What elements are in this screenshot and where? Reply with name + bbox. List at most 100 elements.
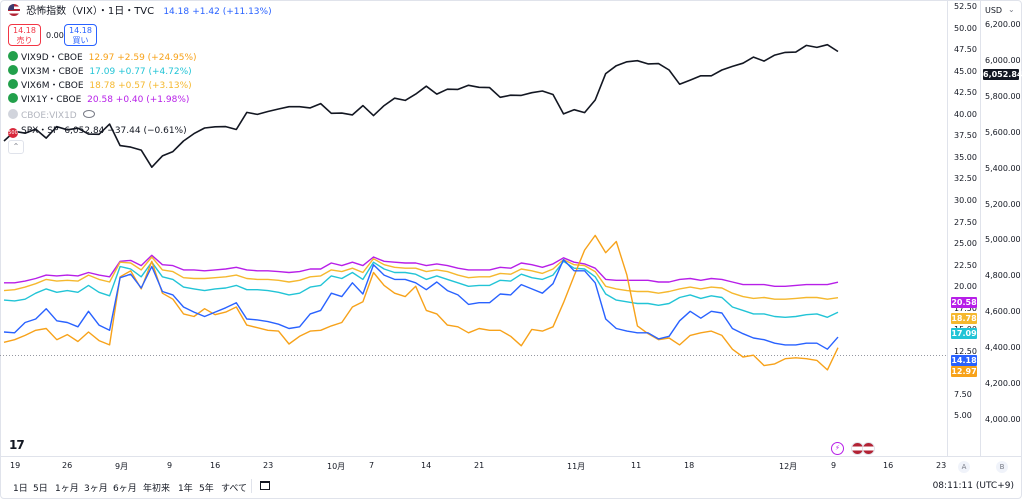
left-axis-tick: 50.00 [954,23,977,33]
series-line-vix1y-cboe[interactable] [4,254,839,287]
buy-price: 14.18 [69,26,92,35]
timeframe-1y-button[interactable]: 1年 [178,484,193,494]
legend-symbol: VIX1Y・CBOE [21,95,82,105]
timeframe-5y-button[interactable]: 5年 [199,484,214,494]
series-line-spx-sp[interactable] [3,43,839,168]
price-tag: 12.97 [951,366,977,377]
series-line-vix9d-cboe[interactable] [3,234,839,371]
left-axis-tick: 22.50 [954,260,977,270]
time-axis-tick: 14 [421,461,432,470]
calendar-icon[interactable] [260,481,270,490]
legend-spx[interactable]: 500 SPX・SP 6,052.84 −37.44 (−0.61%) [8,124,187,138]
bottom-toolbar: 1日 5日 1ヶ月 3ヶ月 6ヶ月 年初来 1年 5年 すべて 08:11:11… [0,477,1022,497]
play-icon [8,93,18,103]
legend-symbol: VIX9D・CBOE [21,53,83,63]
eye-icon[interactable] [82,110,95,118]
right-axis-tick: 5,600.00 [985,127,1021,137]
left-axis-tick: 30.00 [954,195,977,205]
time-axis-tick: 18 [684,461,695,470]
legend-change: +0.57 (+3.13%) [118,81,192,91]
header-change: +1.42 (+11.13%) [192,7,272,17]
hidden-series-icon [8,109,18,119]
right-axis-tick: 5,400.00 [985,163,1021,173]
legend-change: +0.40 (+1.98%) [115,95,190,105]
right-axis-tick: 5,200.00 [985,199,1021,209]
right-axis-tick: 4,000.00 [985,415,1021,425]
log-scale-button[interactable]: B [996,461,1008,473]
divider [251,479,252,493]
legend-symbol: SPX・SP [21,126,59,136]
legend-vix1d-hidden[interactable]: CBOE:VIX1D [8,109,95,123]
right-axis-tick: 4,600.00 [985,307,1021,317]
left-axis-tick: 40.00 [954,109,977,119]
timeframe-1m-button[interactable]: 1ヶ月 [55,484,79,494]
legend-vix3m[interactable]: VIX3M・CBOE 17.09 +0.77 (+4.72%) [8,65,192,79]
chevron-down-icon[interactable]: ⌄ [1008,5,1015,14]
legend-change: +0.77 (+4.72%) [118,67,192,77]
left-axis-tick: 12.50 [954,346,977,356]
legend-vix6m[interactable]: VIX6M・CBOE 18.78 +0.57 (+3.13%) [8,79,192,93]
page-title: 恐怖指数（VIX）・1日・TVC [26,6,155,17]
left-axis-tick: 32.50 [954,174,977,184]
legend-vix1y[interactable]: VIX1Y・CBOE 20.58 +0.40 (+1.98%) [8,93,189,107]
auto-scale-button[interactable]: A [958,461,970,473]
right-axis-tick: 5,000.00 [985,235,1021,245]
right-axis-tick: 6,200.00 [985,19,1021,29]
clock-text[interactable]: 08:11:11 (UTC+9) [932,481,1014,491]
price-tag: 6,052.84 [983,69,1023,80]
sell-label: 売り [16,36,33,45]
left-axis-tick: 17.50 [954,303,977,313]
left-axis-tick: 5.00 [954,411,972,421]
time-axis-tick: 19 [10,461,21,470]
series-line-vix[interactable] [3,258,839,350]
buy-label: 買い [72,36,89,45]
play-icon [8,51,18,61]
left-axis-tick: 42.50 [954,88,977,98]
series-line-vix6m-cboe[interactable] [3,256,839,300]
currency-button[interactable]: USD [985,6,1003,15]
time-axis-tick: 10月 [327,462,346,471]
legend-vix9d[interactable]: VIX9D・CBOE 12.97 +2.59 (+24.95%) [8,51,197,65]
right-axis-tick: 6,000.00 [985,55,1021,65]
left-axis-tick: 37.50 [954,131,977,141]
header-legend: 恐怖指数（VIX）・1日・TVC 14.18 +1.42 (+11.13%) [8,4,272,19]
buy-button[interactable]: 14.18 買い [64,24,97,46]
left-axis-tick: 27.50 [954,217,977,227]
legend-change: +2.59 (+24.95%) [117,53,197,63]
legend-value: 20.58 [87,95,113,105]
left-axis-tick: 20.00 [954,282,977,292]
legend-symbol: CBOE:VIX1D [21,111,77,121]
time-axis-tick: 11 [631,461,642,470]
series-line-vix3m-cboe[interactable] [3,260,839,318]
us-flag-icon [8,4,20,16]
price-tag: 17.09 [951,328,977,339]
play-icon [8,79,18,89]
us-flag-event-icon[interactable] [862,442,875,455]
timeframe-all-button[interactable]: すべて [221,484,248,494]
price-tag: 20.58 [951,297,977,308]
sell-price: 14.18 [13,26,36,35]
right-axis-tick: 5,800.00 [985,91,1021,101]
timeframe-5d-button[interactable]: 5日 [33,484,48,494]
timeframe-3m-button[interactable]: 3ヶ月 [84,484,108,494]
legend-value: 17.09 [89,67,116,77]
lightning-icon[interactable]: ⚡ [831,442,844,455]
time-axis-tick: 23 [936,461,947,470]
time-axis-tick: 7 [369,461,375,470]
time-axis-tick: 12月 [779,462,798,471]
collapse-legend-button[interactable]: ⌃ [8,140,24,154]
sell-button[interactable]: 14.18 売り [8,24,41,46]
tradingview-logo[interactable]: 17 [9,438,25,452]
left-axis-tick: 52.50 [954,2,977,11]
price-tag: 14.18 [951,355,977,366]
legend-value: 12.97 [88,53,115,63]
legend-symbol: VIX3M・CBOE [21,67,84,77]
spx-badge-icon: 500 [8,128,18,138]
timeframe-ytd-button[interactable]: 年初来 [143,484,171,494]
right-axis-tick: 4,800.00 [985,271,1021,281]
time-axis-tick: 26 [62,461,73,470]
timeframe-1d-button[interactable]: 1日 [13,484,28,494]
timeframe-6m-button[interactable]: 6ヶ月 [113,484,137,494]
